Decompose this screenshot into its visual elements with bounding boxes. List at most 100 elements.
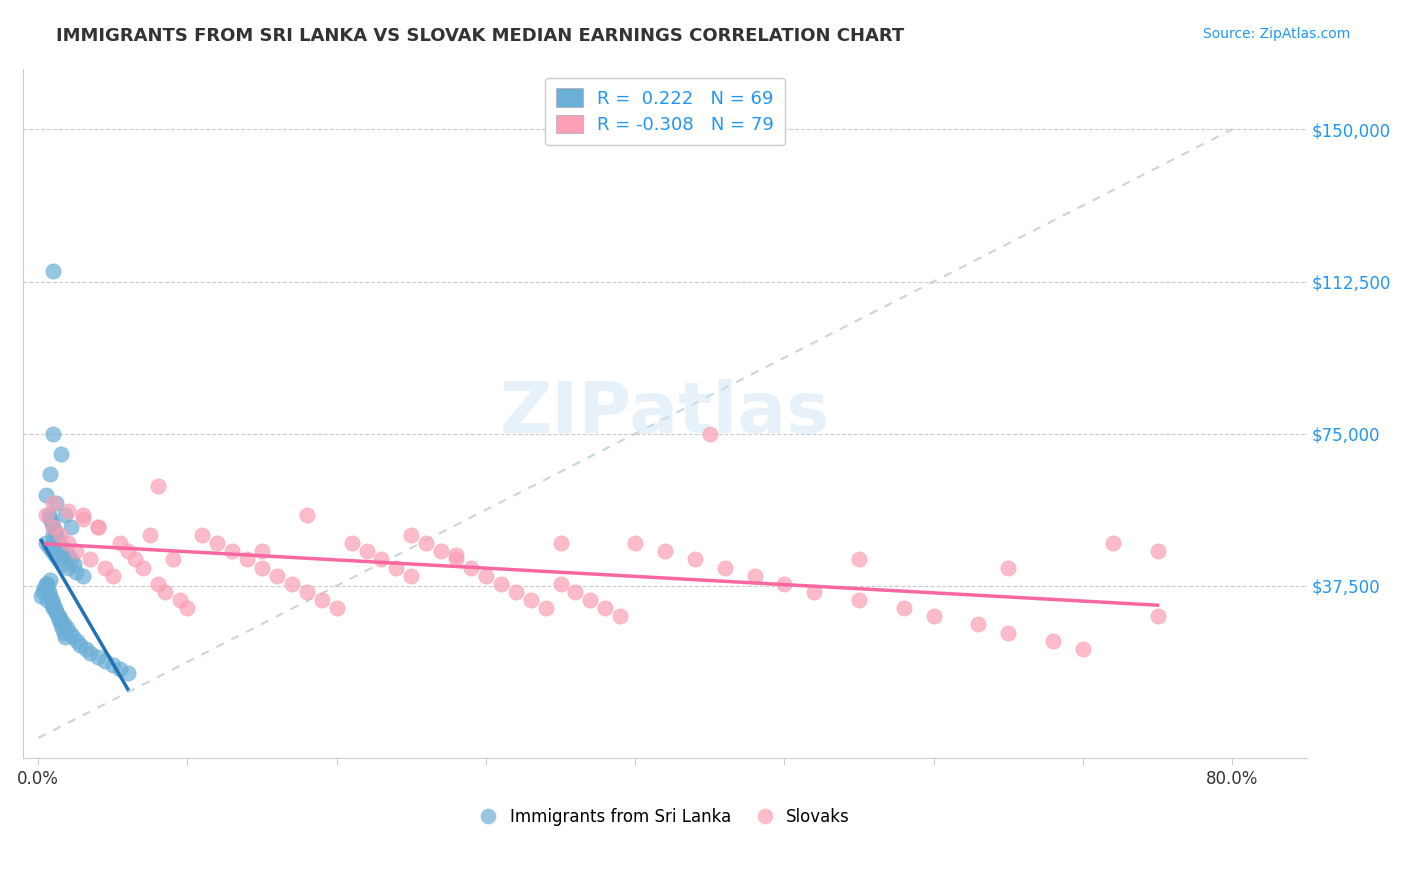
Point — [162, 552, 184, 566]
Point — [236, 552, 259, 566]
Point — [534, 601, 557, 615]
Point — [37, 581, 59, 595]
Point — [51, 622, 73, 636]
Point — [53, 508, 76, 522]
Point — [609, 609, 631, 624]
Point — [72, 512, 94, 526]
Point — [46, 532, 69, 546]
Point — [45, 528, 67, 542]
Point — [79, 552, 101, 566]
Point — [101, 568, 124, 582]
Point — [38, 585, 60, 599]
Legend: Immigrants from Sri Lanka, Slovaks: Immigrants from Sri Lanka, Slovaks — [474, 801, 856, 833]
Point — [46, 609, 69, 624]
Point — [124, 552, 146, 566]
Point — [595, 601, 617, 615]
Point — [49, 613, 72, 627]
Point — [51, 557, 73, 571]
Point — [42, 496, 65, 510]
Point — [60, 520, 83, 534]
Point — [803, 585, 825, 599]
Point — [42, 601, 65, 615]
Point — [34, 536, 56, 550]
Point — [30, 589, 52, 603]
Point — [49, 447, 72, 461]
Point — [207, 536, 229, 550]
Point — [37, 577, 59, 591]
Point — [72, 508, 94, 522]
Point — [430, 544, 453, 558]
Point — [415, 536, 437, 550]
Point — [311, 593, 333, 607]
Point — [41, 516, 63, 530]
Point — [65, 565, 87, 579]
Point — [146, 577, 169, 591]
Point — [94, 654, 117, 668]
Point — [38, 508, 60, 522]
Point — [44, 549, 66, 563]
Point — [39, 467, 62, 482]
Point — [654, 544, 676, 558]
Point — [44, 524, 66, 538]
Point — [79, 646, 101, 660]
Point — [295, 585, 318, 599]
Point — [45, 496, 67, 510]
Point — [683, 552, 706, 566]
Point — [63, 557, 86, 571]
Point — [34, 577, 56, 591]
Point — [52, 625, 75, 640]
Point — [48, 536, 70, 550]
Point — [356, 544, 378, 558]
Point — [1146, 609, 1168, 624]
Point — [32, 581, 55, 595]
Point — [42, 528, 65, 542]
Point — [117, 666, 139, 681]
Point — [48, 609, 70, 624]
Point — [153, 585, 176, 599]
Point — [69, 638, 91, 652]
Point — [773, 577, 796, 591]
Point — [66, 633, 89, 648]
Point — [42, 597, 65, 611]
Point — [460, 560, 482, 574]
Point — [1042, 633, 1064, 648]
Point — [56, 504, 79, 518]
Point — [250, 560, 273, 574]
Point — [997, 560, 1019, 574]
Point — [58, 625, 80, 640]
Point — [53, 544, 76, 558]
Point — [46, 552, 69, 566]
Point — [550, 536, 572, 550]
Point — [49, 617, 72, 632]
Point — [401, 528, 423, 542]
Point — [475, 568, 498, 582]
Point — [39, 573, 62, 587]
Point — [250, 544, 273, 558]
Point — [295, 508, 318, 522]
Point — [146, 479, 169, 493]
Point — [51, 541, 73, 555]
Point — [444, 552, 467, 566]
Point — [42, 520, 65, 534]
Point — [62, 630, 84, 644]
Point — [38, 541, 60, 555]
Point — [87, 520, 110, 534]
Point — [87, 649, 110, 664]
Point — [42, 264, 65, 278]
Point — [48, 613, 70, 627]
Point — [60, 552, 83, 566]
Point — [997, 625, 1019, 640]
Point — [519, 593, 541, 607]
Point — [699, 426, 721, 441]
Point — [713, 560, 735, 574]
Point — [117, 544, 139, 558]
Point — [325, 601, 347, 615]
Point — [281, 577, 304, 591]
Point — [55, 622, 77, 636]
Point — [72, 568, 94, 582]
Point — [39, 589, 62, 603]
Text: Source: ZipAtlas.com: Source: ZipAtlas.com — [1202, 27, 1350, 41]
Point — [101, 658, 124, 673]
Point — [370, 552, 392, 566]
Point — [45, 605, 67, 619]
